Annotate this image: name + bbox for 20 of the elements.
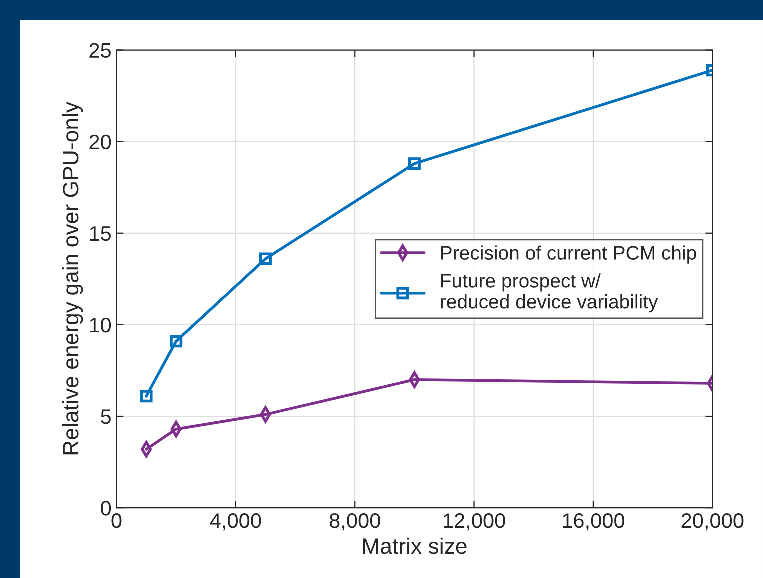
x-tick-label: 8,000 [330, 513, 380, 531]
x-tick-label: 20,000 [682, 513, 744, 531]
x-tick-label: 12,000 [444, 513, 506, 531]
y-tick-label: 25 [90, 43, 112, 58]
y-axis-title: Relative energy gain over GPU-only [62, 102, 84, 455]
x-tick-label: 16,000 [563, 513, 625, 531]
legend-label: Precision of current PCM chip [442, 246, 696, 264]
y-tick-label: 15 [90, 226, 112, 242]
x-tick-label: 0 [112, 513, 122, 528]
point [259, 252, 272, 266]
legend-label: Future prospect w/ reduced device variability [441, 274, 658, 313]
y-tick-label: 10 [90, 318, 112, 333]
y-tick-label: 5 [101, 410, 112, 424]
y-tick-label: 0 [101, 501, 112, 516]
y-tick-label: 20 [90, 134, 112, 150]
x-tick-label: 4,000 [210, 513, 262, 531]
point [408, 158, 421, 170]
x-axis-title: Matrix size [363, 538, 467, 554]
point [140, 390, 153, 403]
point [170, 335, 183, 348]
